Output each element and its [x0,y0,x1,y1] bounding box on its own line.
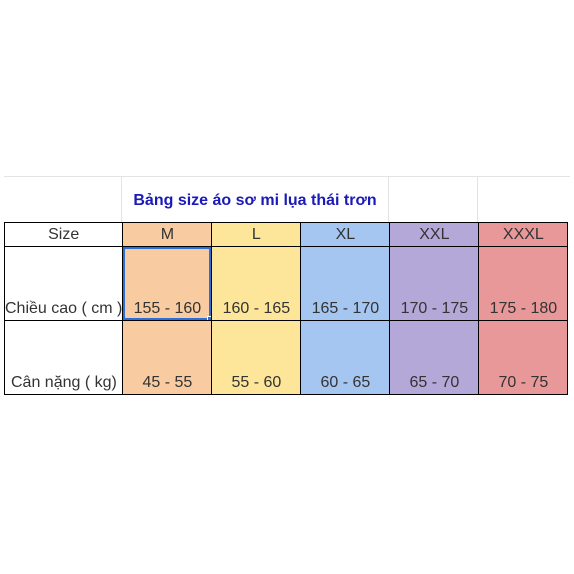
header-cell-xxxl[interactable]: XXXL [478,222,569,247]
header-cell-xl[interactable]: XL [300,222,391,247]
header-row: Size M L XL XXL XXXL [3,222,569,247]
cell-weight-xl[interactable]: 60 - 65 [300,320,391,395]
fill-handle[interactable] [207,316,211,320]
sheet-title[interactable]: Bảng size áo sơ mi lụa thái trơn [133,192,377,209]
row-label-weight[interactable]: Cân nặng ( kg) [3,320,124,395]
gridline [477,176,478,222]
cell-weight-m[interactable]: 45 - 55 [122,320,213,395]
cell-weight-xxl[interactable]: 65 - 70 [389,320,480,395]
header-cell-size[interactable]: Size [3,222,124,247]
cell-height-xxxl[interactable]: 175 - 180 [478,246,569,321]
cell-height-xxl[interactable]: 170 - 175 [389,246,480,321]
cell-height-xl[interactable]: 165 - 170 [300,246,391,321]
gridline [388,176,389,222]
cell-weight-l[interactable]: 55 - 60 [211,320,302,395]
header-cell-xxl[interactable]: XXL [389,222,480,247]
cell-value: 155 - 160 [133,300,202,317]
header-cell-m[interactable]: M [122,222,213,247]
cell-height-m[interactable]: 155 - 160 [122,246,213,321]
size-table: Size M L XL XXL XXXL Chiều cao ( cm ) 15… [3,222,569,395]
height-row: Chiều cao ( cm ) 155 - 160 160 - 165 165… [3,246,569,321]
weight-row: Cân nặng ( kg) 45 - 55 55 - 60 60 - 65 6… [3,320,569,395]
row-label-height[interactable]: Chiều cao ( cm ) [3,246,124,321]
cell-height-l[interactable]: 160 - 165 [211,246,302,321]
gridline [121,176,122,222]
cell-weight-xxxl[interactable]: 70 - 75 [478,320,569,395]
gridline [4,176,570,177]
header-cell-l[interactable]: L [211,222,302,247]
